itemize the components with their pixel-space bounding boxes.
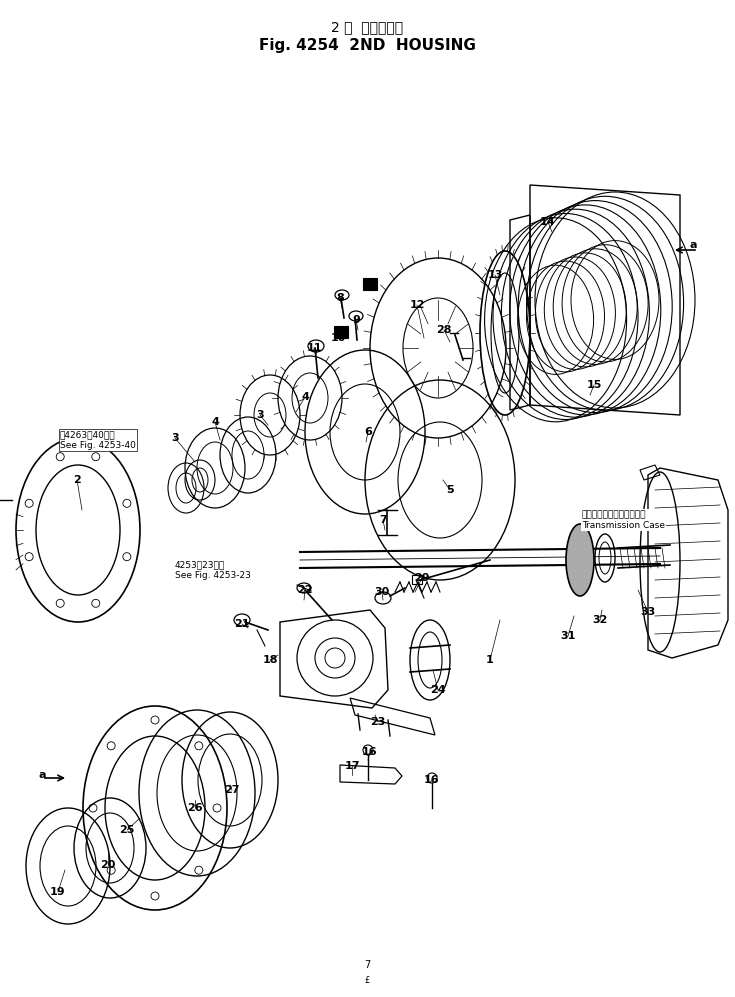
Text: 4: 4 xyxy=(301,392,309,402)
Text: 17: 17 xyxy=(344,761,359,771)
Text: 7: 7 xyxy=(379,515,387,525)
Text: 29: 29 xyxy=(415,573,430,583)
Text: 32: 32 xyxy=(592,615,608,625)
Text: 2: 2 xyxy=(73,475,81,485)
Text: £: £ xyxy=(365,975,370,984)
Bar xyxy=(334,326,348,338)
Text: 18: 18 xyxy=(262,655,278,665)
Text: 13: 13 xyxy=(487,270,503,280)
Text: 1: 1 xyxy=(486,655,494,665)
Text: 27: 27 xyxy=(224,785,240,795)
Text: 7: 7 xyxy=(364,960,370,970)
Text: 14: 14 xyxy=(540,217,556,227)
Text: 20: 20 xyxy=(100,860,115,870)
Text: 2 速  ハウジング: 2 速 ハウジング xyxy=(331,20,403,34)
Ellipse shape xyxy=(566,524,594,596)
Text: 30: 30 xyxy=(374,587,390,597)
Text: 9: 9 xyxy=(352,315,360,325)
Text: 10: 10 xyxy=(362,280,378,290)
Text: 28: 28 xyxy=(437,325,452,335)
Text: 12: 12 xyxy=(409,300,425,310)
Text: 21: 21 xyxy=(234,619,250,629)
Text: 5: 5 xyxy=(446,485,453,495)
Text: 26: 26 xyxy=(187,803,203,813)
Text: 16: 16 xyxy=(362,747,378,757)
Text: 10: 10 xyxy=(330,333,345,343)
Text: 24: 24 xyxy=(430,685,446,695)
Text: 25: 25 xyxy=(119,825,135,835)
Text: 11: 11 xyxy=(306,343,322,353)
Text: トランスミッションケース
Transmission Case: トランスミッションケース Transmission Case xyxy=(582,510,665,529)
Text: 16: 16 xyxy=(424,775,440,785)
Text: 3: 3 xyxy=(257,410,264,420)
Text: Fig. 4254  2ND  HOUSING: Fig. 4254 2ND HOUSING xyxy=(259,38,476,53)
Text: 8: 8 xyxy=(336,293,344,303)
Text: 15: 15 xyxy=(587,380,602,390)
Text: 19: 19 xyxy=(50,887,66,897)
Text: 23: 23 xyxy=(370,717,386,727)
Text: a: a xyxy=(689,240,697,250)
Text: 4253困23参照
See Fig. 4253-23: 4253困23参照 See Fig. 4253-23 xyxy=(175,560,251,579)
Text: a: a xyxy=(38,770,46,780)
Text: 3: 3 xyxy=(171,433,179,443)
Bar xyxy=(363,278,377,290)
Text: 22: 22 xyxy=(297,585,313,595)
Text: 6: 6 xyxy=(364,427,372,437)
Text: 第4263困40参照
See Fig. 4253-40: 第4263困40参照 See Fig. 4253-40 xyxy=(60,431,136,450)
Text: 31: 31 xyxy=(560,631,576,641)
Text: 33: 33 xyxy=(640,607,656,617)
Bar xyxy=(412,575,422,584)
Text: 4: 4 xyxy=(211,417,219,427)
